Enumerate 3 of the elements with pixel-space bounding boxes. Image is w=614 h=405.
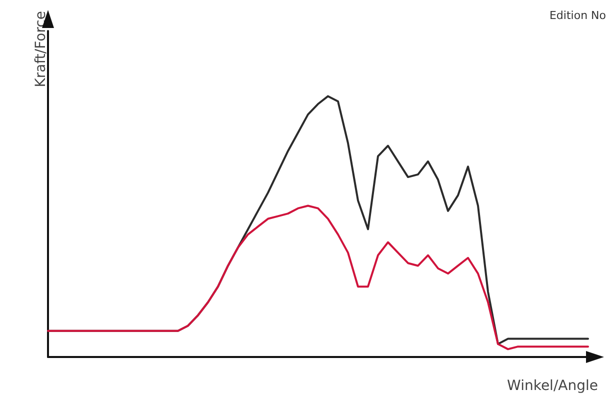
text: Edition No <box>549 9 606 22</box>
y-axis-title: Kraft/Force <box>33 11 49 88</box>
x-axis-title: Winkel/Angle <box>507 378 598 394</box>
